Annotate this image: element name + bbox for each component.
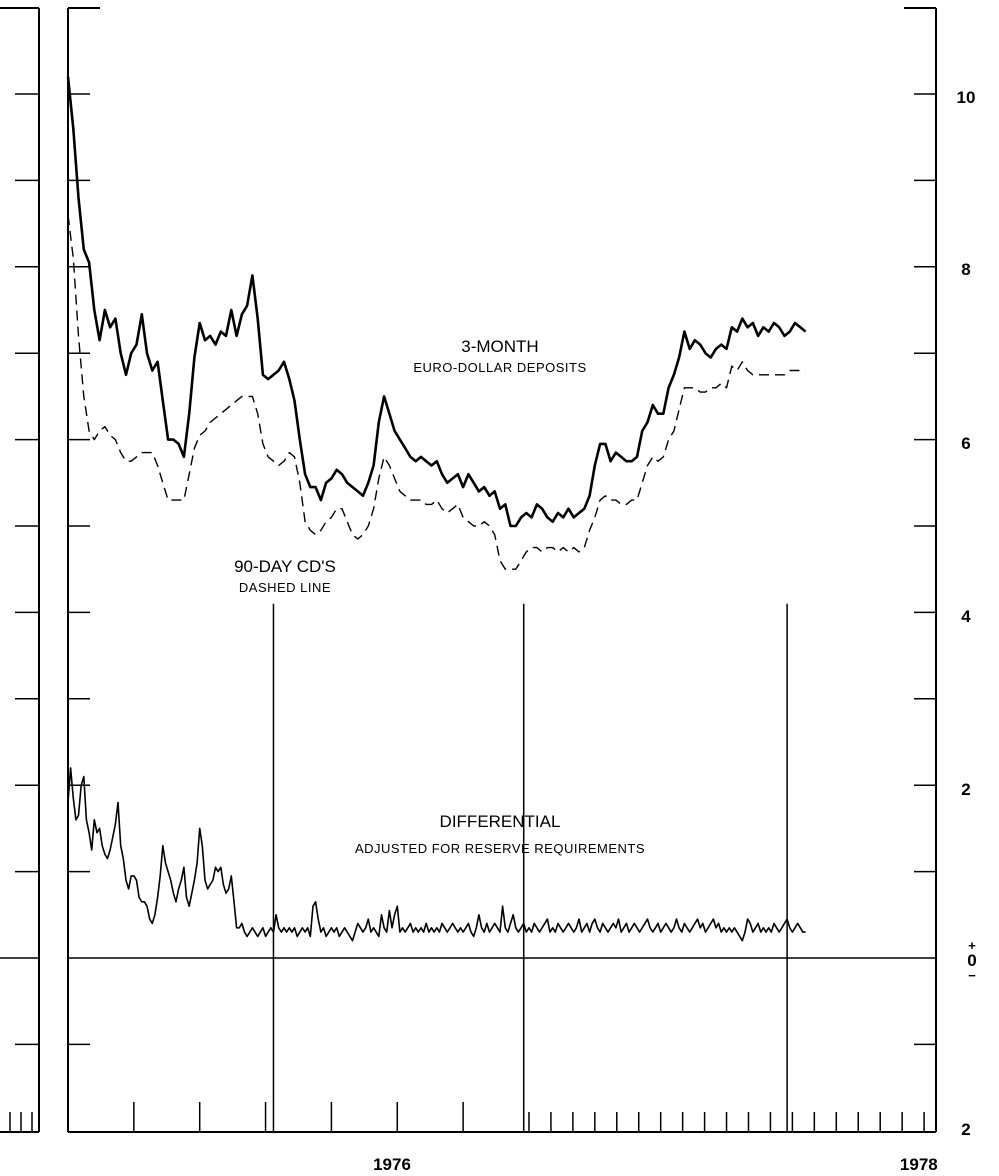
y-tick-label: 2 [961,780,970,799]
cd-dashed-line [67,214,806,570]
y-tick-label: 6 [961,434,970,453]
x-tick-label: 1978 [900,1155,938,1174]
zero-label: 0 [967,951,976,970]
zero-minus: − [968,968,976,983]
zero-plus: + [968,938,976,953]
x-tick-label: 1976 [373,1155,411,1174]
y-tick-label: 8 [961,260,970,279]
y-tick-label: 10 [957,88,976,107]
cd-subtitle: DASHED LINE [239,580,331,595]
y-tick-label: 4 [961,607,971,626]
left-panel-frame [0,7,40,1133]
axis-ticks [9,93,936,1132]
y-tick-label: 2 [961,1120,970,1139]
cd-title: 90-DAY CD'S [234,557,336,576]
series-lines [66,76,807,942]
vertical-markers [272,603,788,1132]
diff-title: DIFFERENTIAL [440,812,561,831]
differential-line [67,767,806,942]
x-tick-labels: 1976 1978 [373,1155,938,1174]
euro-dollar-line [66,76,807,528]
euro-title: 3-MONTH [461,337,538,356]
diff-subtitle: ADJUSTED FOR RESERVE REQUIREMENTS [355,841,645,856]
euro-subtitle: EURO-DOLLAR DEPOSITS [413,360,586,375]
plot-frame [67,7,937,1133]
